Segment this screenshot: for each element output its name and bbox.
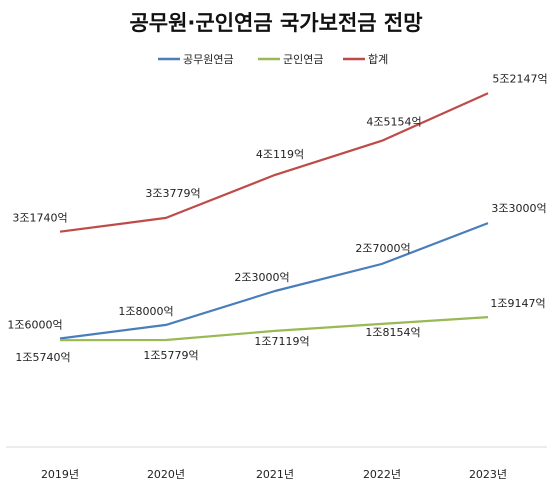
data-label-2-2: 4조119억 (256, 148, 304, 161)
data-label-0-1: 1조8000억 (118, 305, 173, 318)
data-label-0-4: 3조3000억 (491, 202, 546, 215)
chart-title: 공무원·군인연금 국가보전금 전망 (129, 11, 422, 35)
legend-label-2: 합계 (368, 53, 388, 66)
x-tick-label-2: 2021년 (256, 468, 294, 481)
data-label-0-2: 2조3000억 (234, 271, 289, 284)
legend-label-1: 군인연금 (283, 53, 323, 66)
legend: 공무원연금 군인연금 합계 (158, 53, 388, 66)
x-tick-label-4: 2023년 (469, 468, 507, 481)
x-tick-label-3: 2022년 (363, 468, 401, 481)
x-tick-label-1: 2020년 (147, 468, 185, 481)
data-label-1-3: 1조8154억 (365, 326, 420, 339)
series-line-1 (59, 316, 489, 342)
data-label-1-4: 1조9147억 (490, 297, 545, 310)
data-labels: 1조6000억 1조8000억 2조3000억 2조7000억 3조3000억 1조574… (7, 72, 547, 364)
data-label-2-1: 3조3779억 (145, 187, 200, 200)
series-lines (59, 92, 489, 342)
data-label-0-0: 1조6000억 (7, 318, 62, 331)
data-label-0-3: 2조7000억 (355, 242, 410, 255)
data-label-2-0: 3조1740억 (12, 212, 67, 225)
legend-label-0: 공무원연금 (183, 53, 234, 66)
data-label-2-4: 5조2147억 (492, 72, 547, 85)
x-axis-ticks: 2019년 2020년 2021년 2022년 2023년 (41, 468, 507, 481)
series-line-0 (59, 222, 489, 340)
x-tick-label-0: 2019년 (41, 468, 79, 481)
data-label-1-1: 1조5779억 (143, 349, 198, 362)
series-line-2 (59, 92, 489, 233)
data-label-1-2: 1조7119억 (254, 335, 309, 348)
data-label-2-3: 4조5154억 (366, 116, 421, 129)
data-label-1-0: 1조5740억 (15, 351, 70, 364)
